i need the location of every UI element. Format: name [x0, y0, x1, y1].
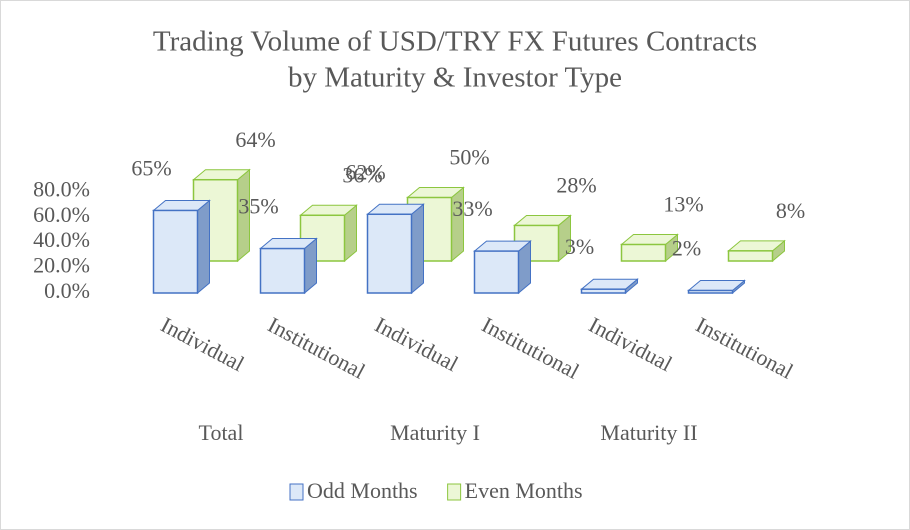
chart-title: Trading Volume of USD/TRY FX Futures Con… [153, 26, 757, 58]
value-label: 2% [672, 236, 701, 261]
bar-side [197, 199, 210, 295]
legend-label: Even Months [465, 478, 583, 503]
bar [620, 243, 667, 262]
y-tick-label: 0.0% [44, 278, 90, 303]
value-label: 36% [342, 162, 382, 187]
chart-subtitle: by Maturity & Investor Type [288, 62, 622, 94]
bar [259, 247, 306, 294]
value-label: 3% [565, 234, 594, 259]
bar [580, 288, 627, 294]
value-label: 64% [235, 127, 275, 152]
legend-swatch [447, 483, 462, 501]
value-label: 35% [238, 194, 278, 219]
y-tick-label: 80.0% [33, 176, 90, 201]
value-label: 28% [556, 172, 596, 197]
y-tick-label: 20.0% [33, 253, 90, 278]
legend-label: Odd Months [307, 478, 418, 503]
y-tick-label: 60.0% [33, 202, 90, 227]
value-label: 8% [776, 198, 805, 223]
group-label: Maturity I [390, 420, 480, 445]
bar [473, 250, 520, 294]
legend-swatch [289, 483, 304, 501]
bar [152, 209, 199, 294]
bar [366, 213, 413, 294]
bar [727, 250, 774, 262]
value-label: 13% [663, 192, 703, 217]
value-label: 33% [452, 196, 492, 221]
value-label: 50% [449, 145, 489, 170]
value-label: 62% [345, 159, 385, 184]
value-label: 65% [131, 155, 171, 180]
bar [687, 289, 734, 294]
y-tick-label: 40.0% [33, 227, 90, 252]
group-label: Maturity II [600, 420, 697, 445]
bar-side [411, 203, 424, 295]
group-label: Total [199, 420, 244, 445]
